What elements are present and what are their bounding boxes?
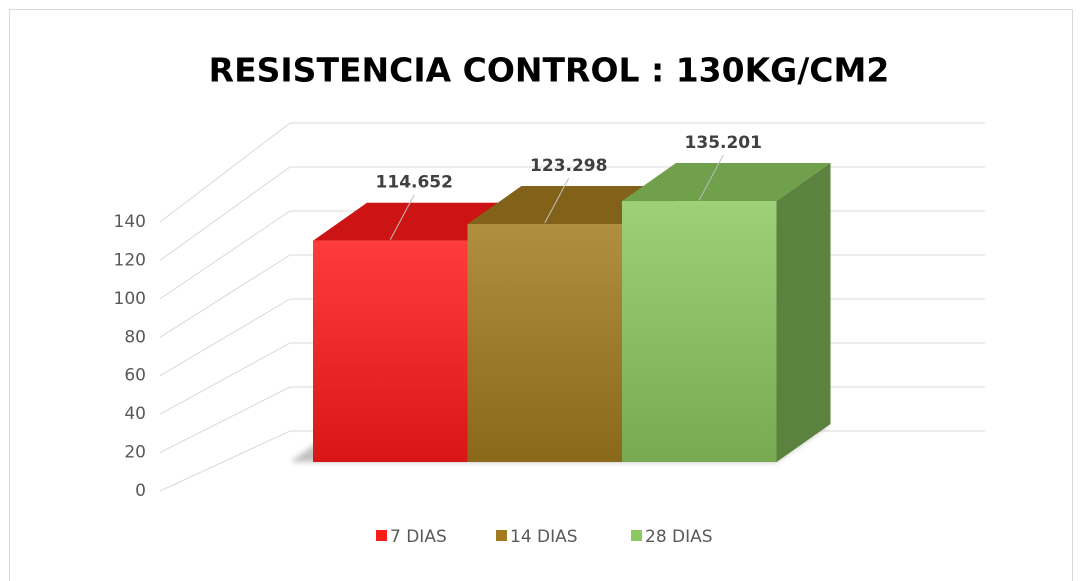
grid-line	[159, 254, 291, 338]
leader-line	[544, 177, 570, 224]
y-tick-label: 100	[114, 289, 146, 309]
bar-top-shade	[622, 163, 831, 202]
legend-swatch	[496, 530, 507, 541]
y-tick-label: 140	[114, 212, 146, 232]
value-label: 123.298	[530, 156, 607, 176]
legend-label: 14 DIAS	[510, 527, 578, 547]
bar-top	[622, 163, 831, 202]
value-label: 114.652	[376, 173, 453, 193]
y-tick-label: 20	[124, 443, 146, 463]
grid-line	[159, 342, 291, 415]
grid-line	[159, 430, 291, 492]
bar-side	[776, 163, 831, 462]
bar-side-shade	[776, 163, 831, 462]
leader-line	[389, 194, 415, 240]
leader-line	[698, 154, 724, 201]
legend-label: 28 DIAS	[645, 527, 713, 547]
chart-title: RESISTENCIA CONTROL : 130KG/CM2	[209, 51, 890, 90]
bar-shade	[313, 240, 468, 462]
legend-label: 7 DIAS	[390, 527, 447, 547]
y-tick-label: 0	[135, 481, 146, 501]
legend-swatch	[631, 530, 642, 541]
legend-swatch	[376, 530, 387, 541]
y-tick-label: 60	[124, 366, 146, 386]
y-tick-label: 120	[114, 250, 146, 270]
bar-shade	[467, 224, 622, 462]
y-tick-label: 80	[124, 327, 146, 347]
y-tick-label: 40	[124, 404, 146, 424]
grid-line	[159, 210, 291, 300]
grid-line	[159, 298, 291, 377]
grid-line	[159, 122, 291, 223]
grid-line	[159, 166, 291, 261]
grid-line	[159, 386, 291, 454]
bar-shade	[622, 201, 777, 462]
value-label: 135.201	[685, 133, 762, 153]
